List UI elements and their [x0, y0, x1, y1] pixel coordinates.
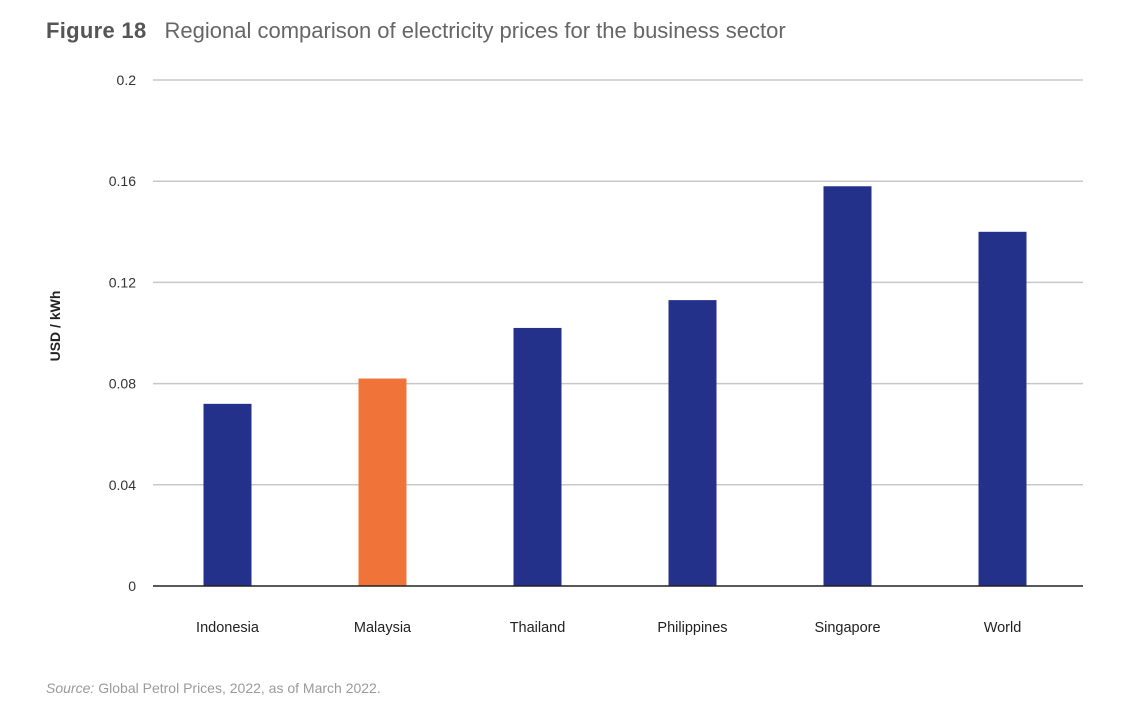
figure-label: Figure 18	[46, 18, 147, 43]
x-tick-label: Singapore	[814, 620, 880, 636]
y-tick-label: 0.12	[109, 274, 136, 290]
x-tick-label: Indonesia	[196, 620, 260, 636]
bar-singapore	[823, 186, 872, 586]
x-tick-label: World	[984, 620, 1022, 636]
x-tick-label: Malaysia	[354, 620, 412, 636]
y-tick-label: 0.04	[109, 477, 136, 493]
source-text: Global Petrol Prices, 2022, as of March …	[98, 680, 381, 696]
chart-title: Figure 18 Regional comparison of electric…	[46, 18, 786, 44]
source-label: Source:	[46, 680, 95, 696]
bar-world	[978, 231, 1027, 587]
y-axis-label: USD / kWh	[47, 291, 63, 362]
chart-title-text: Regional comparison of electricity price…	[164, 18, 786, 43]
y-tick-label: 0.08	[109, 376, 136, 392]
y-tick-label: 0.16	[109, 173, 136, 189]
bar-philippines	[668, 300, 717, 586]
bar-thailand	[513, 327, 562, 586]
x-tick-label: Philippines	[657, 620, 727, 636]
bar-indonesia	[203, 403, 252, 586]
bar-malaysia	[358, 378, 407, 586]
source-note: Source: Global Petrol Prices, 2022, as of…	[46, 680, 381, 696]
x-tick-label: Thailand	[510, 620, 566, 636]
y-tick-label: 0.2	[117, 72, 137, 88]
y-tick-label: 0	[128, 578, 136, 594]
